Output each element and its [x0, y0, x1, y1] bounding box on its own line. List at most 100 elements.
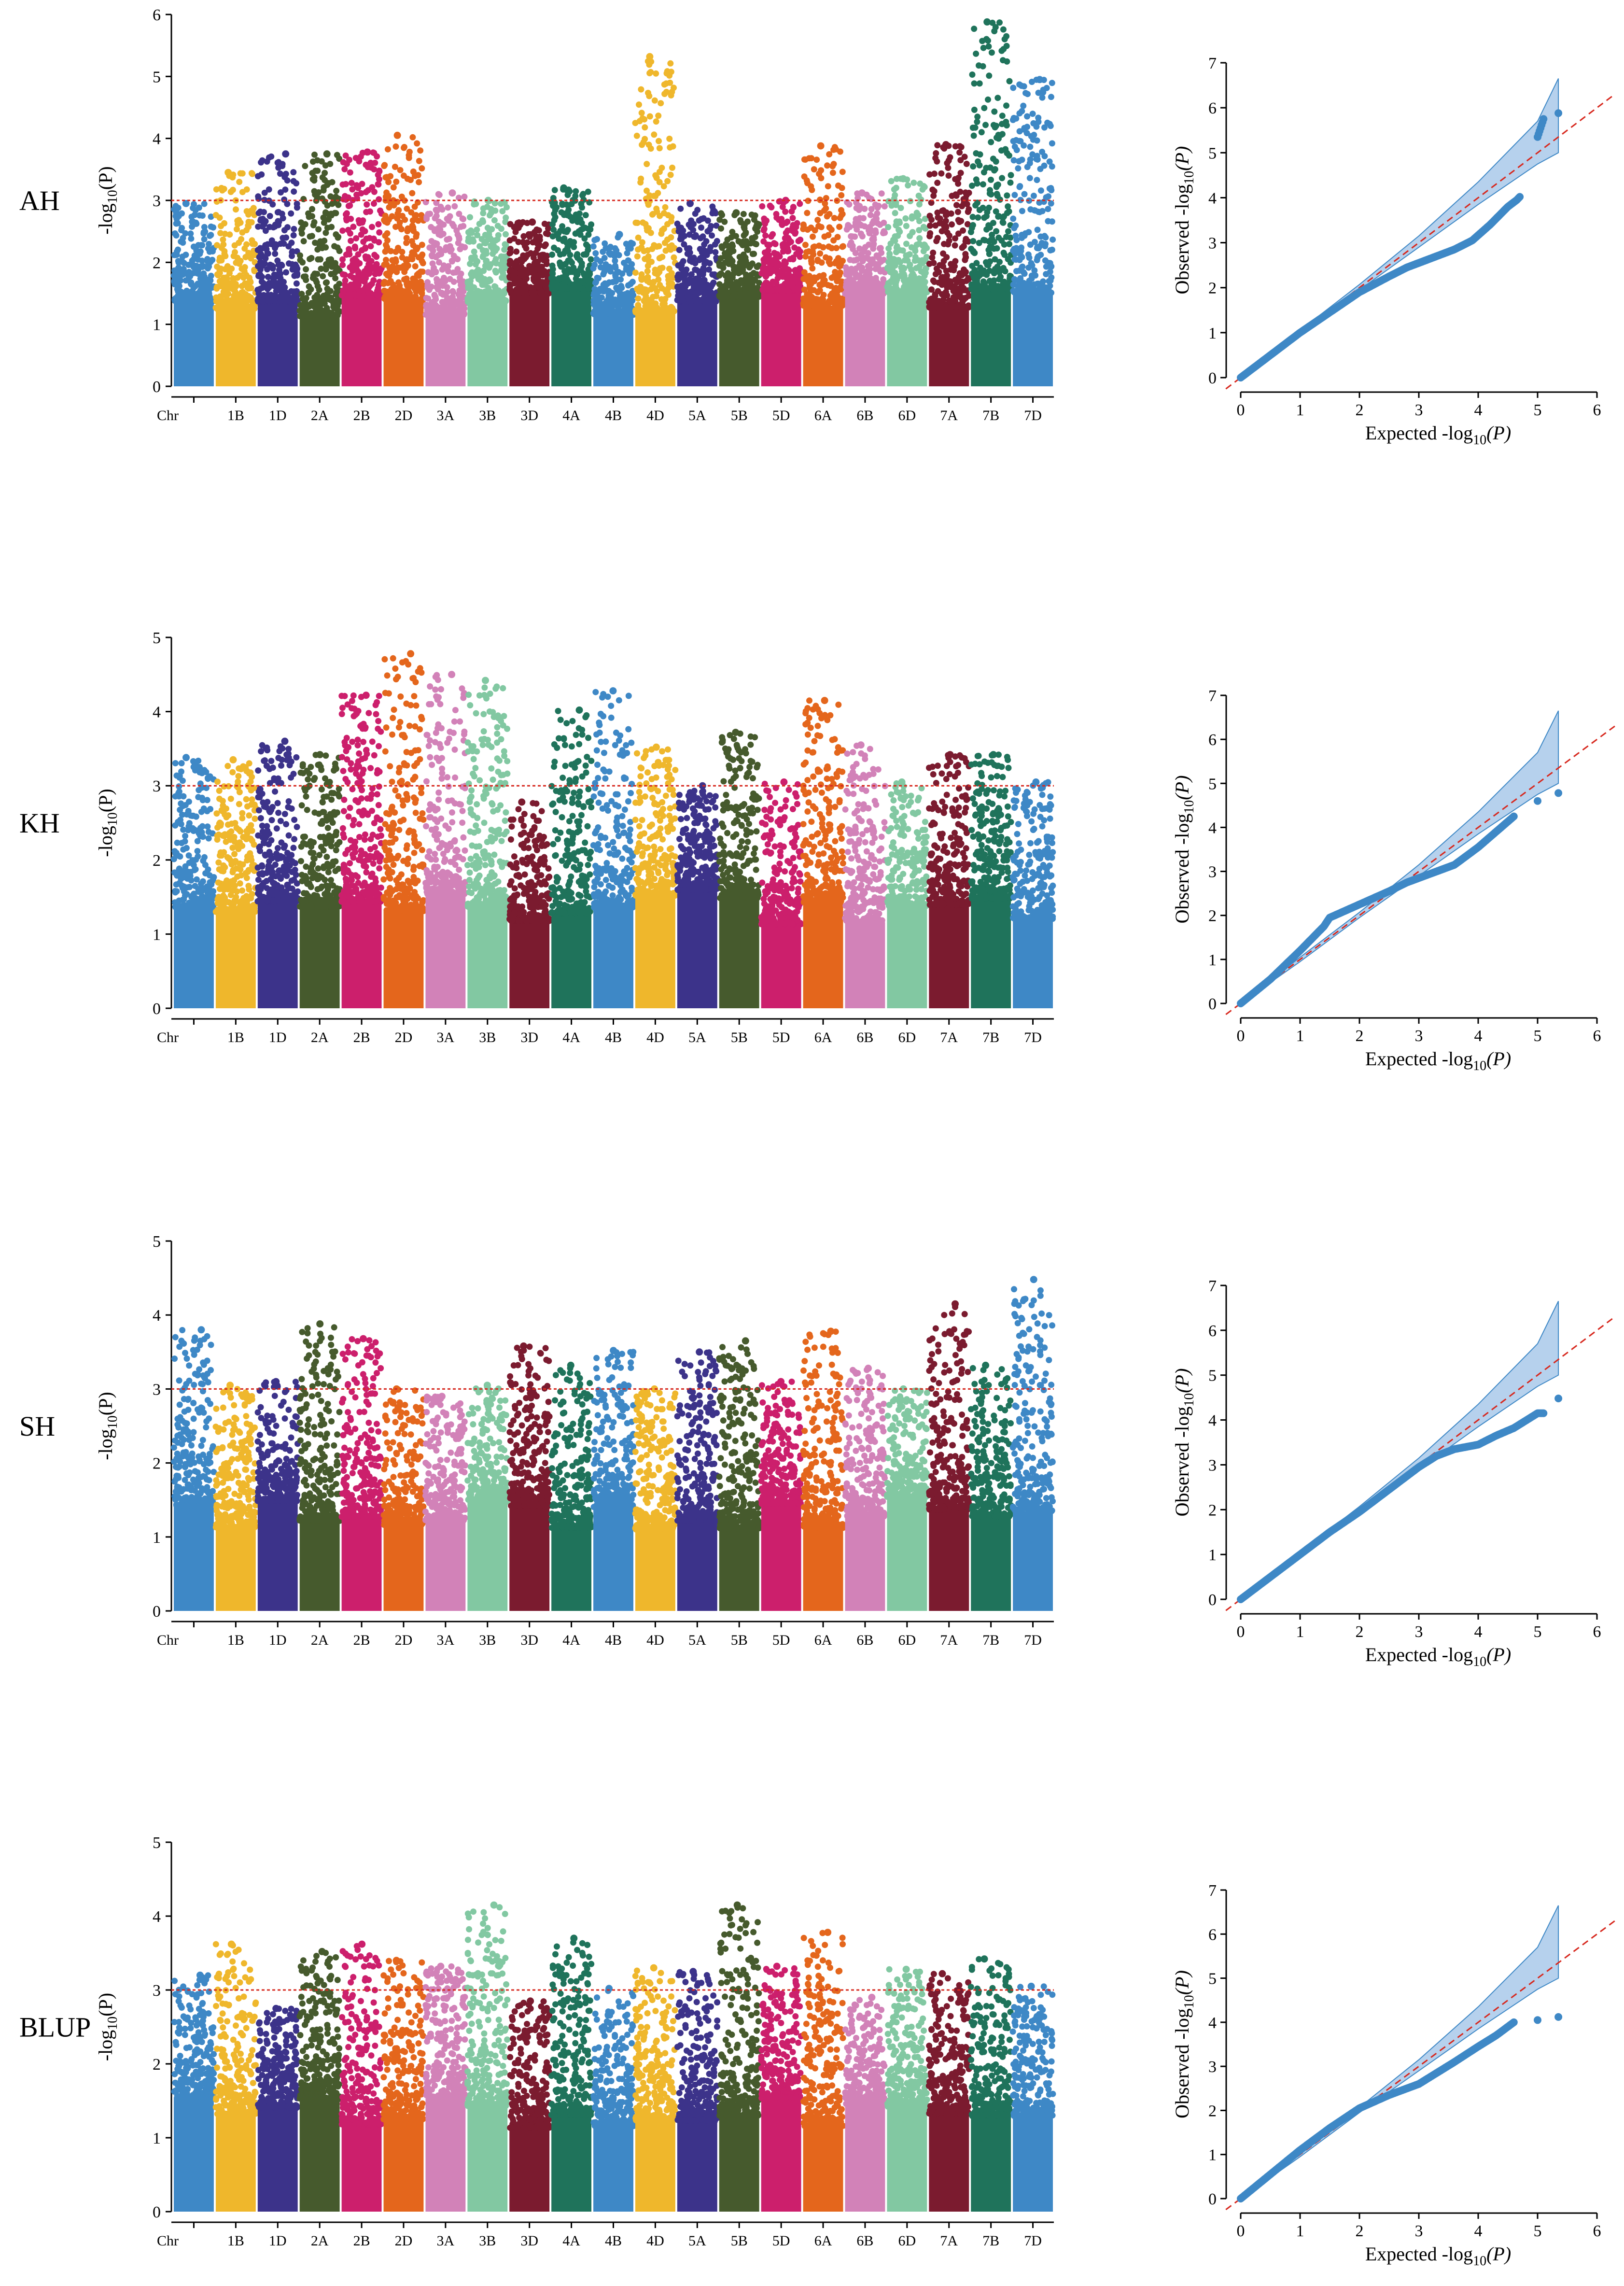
snp-point — [275, 286, 282, 293]
snp-point — [617, 308, 624, 315]
snp-point — [392, 248, 399, 255]
snp-point — [954, 209, 961, 215]
snp-point — [445, 204, 451, 211]
snp-point — [265, 274, 271, 280]
snp-point — [476, 221, 483, 227]
snp-point — [600, 271, 607, 278]
chr-2B-points — [338, 148, 385, 386]
snp-point — [479, 247, 486, 254]
snp-point — [696, 257, 703, 263]
snp-point — [552, 283, 559, 290]
snp-point — [854, 218, 860, 225]
snp-point — [196, 204, 202, 211]
snp-point — [959, 244, 966, 251]
snp-point — [915, 282, 922, 288]
snp-point — [266, 224, 273, 230]
snp-point — [257, 259, 264, 266]
snp-point — [373, 262, 379, 268]
snp-point — [844, 284, 851, 291]
snp-point — [289, 253, 295, 259]
snp-point — [319, 245, 325, 252]
snp-point — [175, 259, 182, 266]
snp-point — [216, 267, 223, 273]
snp-point — [802, 253, 809, 260]
snp-point — [641, 248, 647, 254]
snp-point — [331, 297, 338, 304]
snp-point — [212, 304, 219, 311]
snp-point — [179, 254, 186, 260]
snp-point — [431, 226, 438, 233]
snp-point — [945, 172, 952, 179]
snp-point — [586, 278, 592, 285]
snp-point — [243, 186, 250, 193]
snp-point — [291, 226, 297, 232]
snp-point — [176, 289, 183, 296]
snp-point — [636, 101, 642, 108]
snp-point — [309, 158, 316, 165]
snp-point — [591, 237, 598, 243]
snp-point — [885, 280, 892, 286]
snp-point — [635, 295, 642, 302]
snp-point — [927, 222, 934, 229]
snp-point — [206, 290, 212, 297]
snp-point — [688, 271, 695, 278]
snp-point — [639, 141, 645, 148]
snp-point — [500, 298, 507, 305]
snp-point — [409, 217, 416, 224]
snp-point — [813, 156, 820, 163]
snp-point — [288, 210, 294, 217]
manhattan-y-axis-label: -log10(P) — [95, 166, 120, 234]
snp-point — [849, 233, 856, 240]
snp-point — [934, 142, 941, 149]
snp-point — [784, 272, 791, 279]
snp-point — [398, 226, 405, 233]
snp-point — [468, 229, 475, 236]
snp-point — [958, 144, 965, 151]
snp-point — [385, 280, 392, 286]
snp-point — [317, 256, 323, 263]
snp-point — [727, 258, 734, 265]
snp-point — [804, 210, 811, 216]
snp-point — [747, 240, 754, 247]
snp-point — [625, 282, 631, 289]
snp-point — [935, 214, 941, 221]
snp-point — [291, 188, 297, 195]
snp-point — [416, 157, 422, 164]
snp-point — [170, 272, 177, 279]
chr-5A-dense-band — [677, 301, 717, 386]
snp-point — [650, 211, 656, 217]
snp-point — [381, 287, 388, 294]
snp-point — [256, 273, 263, 279]
snp-point — [558, 209, 565, 216]
snp-point — [778, 216, 785, 222]
snp-point — [208, 272, 214, 279]
chr-7A-dense-band — [929, 307, 969, 386]
snp-point — [742, 229, 749, 236]
snp-point — [342, 152, 349, 159]
snp-point — [248, 255, 254, 262]
snp-point — [655, 113, 662, 119]
snp-point — [266, 297, 272, 304]
snp-point — [490, 298, 497, 305]
snp-point — [319, 296, 326, 303]
snp-point — [638, 275, 644, 282]
snp-point — [513, 248, 520, 255]
chr-4D-dense-band — [635, 312, 675, 386]
snp-point — [338, 292, 345, 298]
snp-point — [389, 257, 396, 264]
snp-point — [307, 255, 313, 262]
snp-point — [486, 291, 493, 298]
snp-point — [707, 283, 714, 290]
chr-6B-dense-band — [845, 294, 885, 386]
snp-point — [916, 227, 923, 234]
snp-point — [851, 280, 857, 287]
snp-point — [714, 238, 720, 244]
snp-point — [323, 261, 329, 268]
snp-point — [199, 264, 206, 270]
snp-point — [181, 260, 187, 267]
snp-point — [716, 271, 723, 278]
snp-point — [706, 226, 713, 233]
snp-point — [221, 248, 228, 254]
chr-2D-peak-point — [393, 131, 401, 139]
snp-point — [415, 272, 422, 279]
